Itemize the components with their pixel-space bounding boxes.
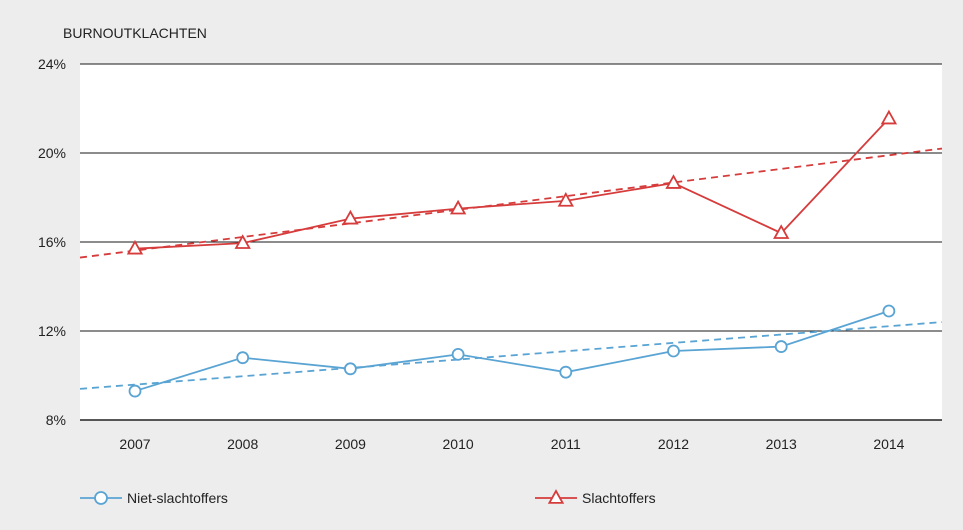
y-tick-label: 16%	[38, 234, 66, 250]
data-point	[774, 340, 788, 353]
data-point	[559, 365, 573, 379]
gridlines	[80, 63, 942, 421]
data-point	[234, 234, 251, 249]
data-point	[343, 362, 357, 376]
data-point	[557, 191, 574, 207]
data-series	[126, 109, 898, 398]
legend-circle-icon	[94, 491, 108, 505]
y-tick-label: 20%	[38, 145, 66, 161]
legend-item: Slachtoffers	[535, 489, 656, 506]
legend-label: Niet-slachtoffers	[127, 490, 228, 506]
data-point	[880, 109, 898, 125]
y-axis-ticks: 8% 12% 16% 20% 24%	[38, 56, 66, 428]
x-tick-label: 2010	[443, 436, 474, 452]
series-line	[134, 117, 890, 250]
x-tick-label: 2014	[873, 436, 904, 452]
data-point	[236, 351, 250, 365]
legend-label: Slachtoffers	[582, 490, 656, 506]
y-tick-label: 24%	[38, 56, 66, 72]
data-point	[882, 304, 896, 318]
x-tick-label: 2007	[119, 436, 150, 452]
data-point	[128, 384, 142, 398]
y-tick-label: 12%	[38, 323, 66, 339]
x-tick-label: 2009	[335, 436, 366, 452]
x-tick-label: 2011	[551, 436, 581, 452]
y-tick-label: 8%	[46, 412, 66, 428]
trend-lines	[79, 147, 943, 390]
data-point	[342, 209, 359, 225]
x-tick-label: 2008	[227, 436, 258, 452]
legend: Niet-slachtoffers Slachtoffers	[80, 489, 656, 506]
x-tick-label: 2012	[658, 436, 689, 452]
trend-line	[79, 321, 943, 390]
data-point	[126, 239, 144, 255]
y-axis-title: BURNOUTKLACHTEN	[63, 25, 207, 41]
data-point	[773, 224, 790, 239]
data-point	[449, 199, 467, 215]
trend-line	[79, 147, 943, 259]
data-point	[665, 174, 682, 189]
legend-triangle-icon	[547, 489, 565, 504]
x-tick-label: 2013	[766, 436, 797, 452]
data-point	[667, 344, 680, 358]
data-point	[451, 347, 465, 361]
legend-item: Niet-slachtoffers	[80, 490, 228, 506]
x-axis-ticks: 2007 2008 2009 2010 2011 2012 2013 2014	[119, 436, 904, 452]
series-line	[134, 310, 890, 392]
